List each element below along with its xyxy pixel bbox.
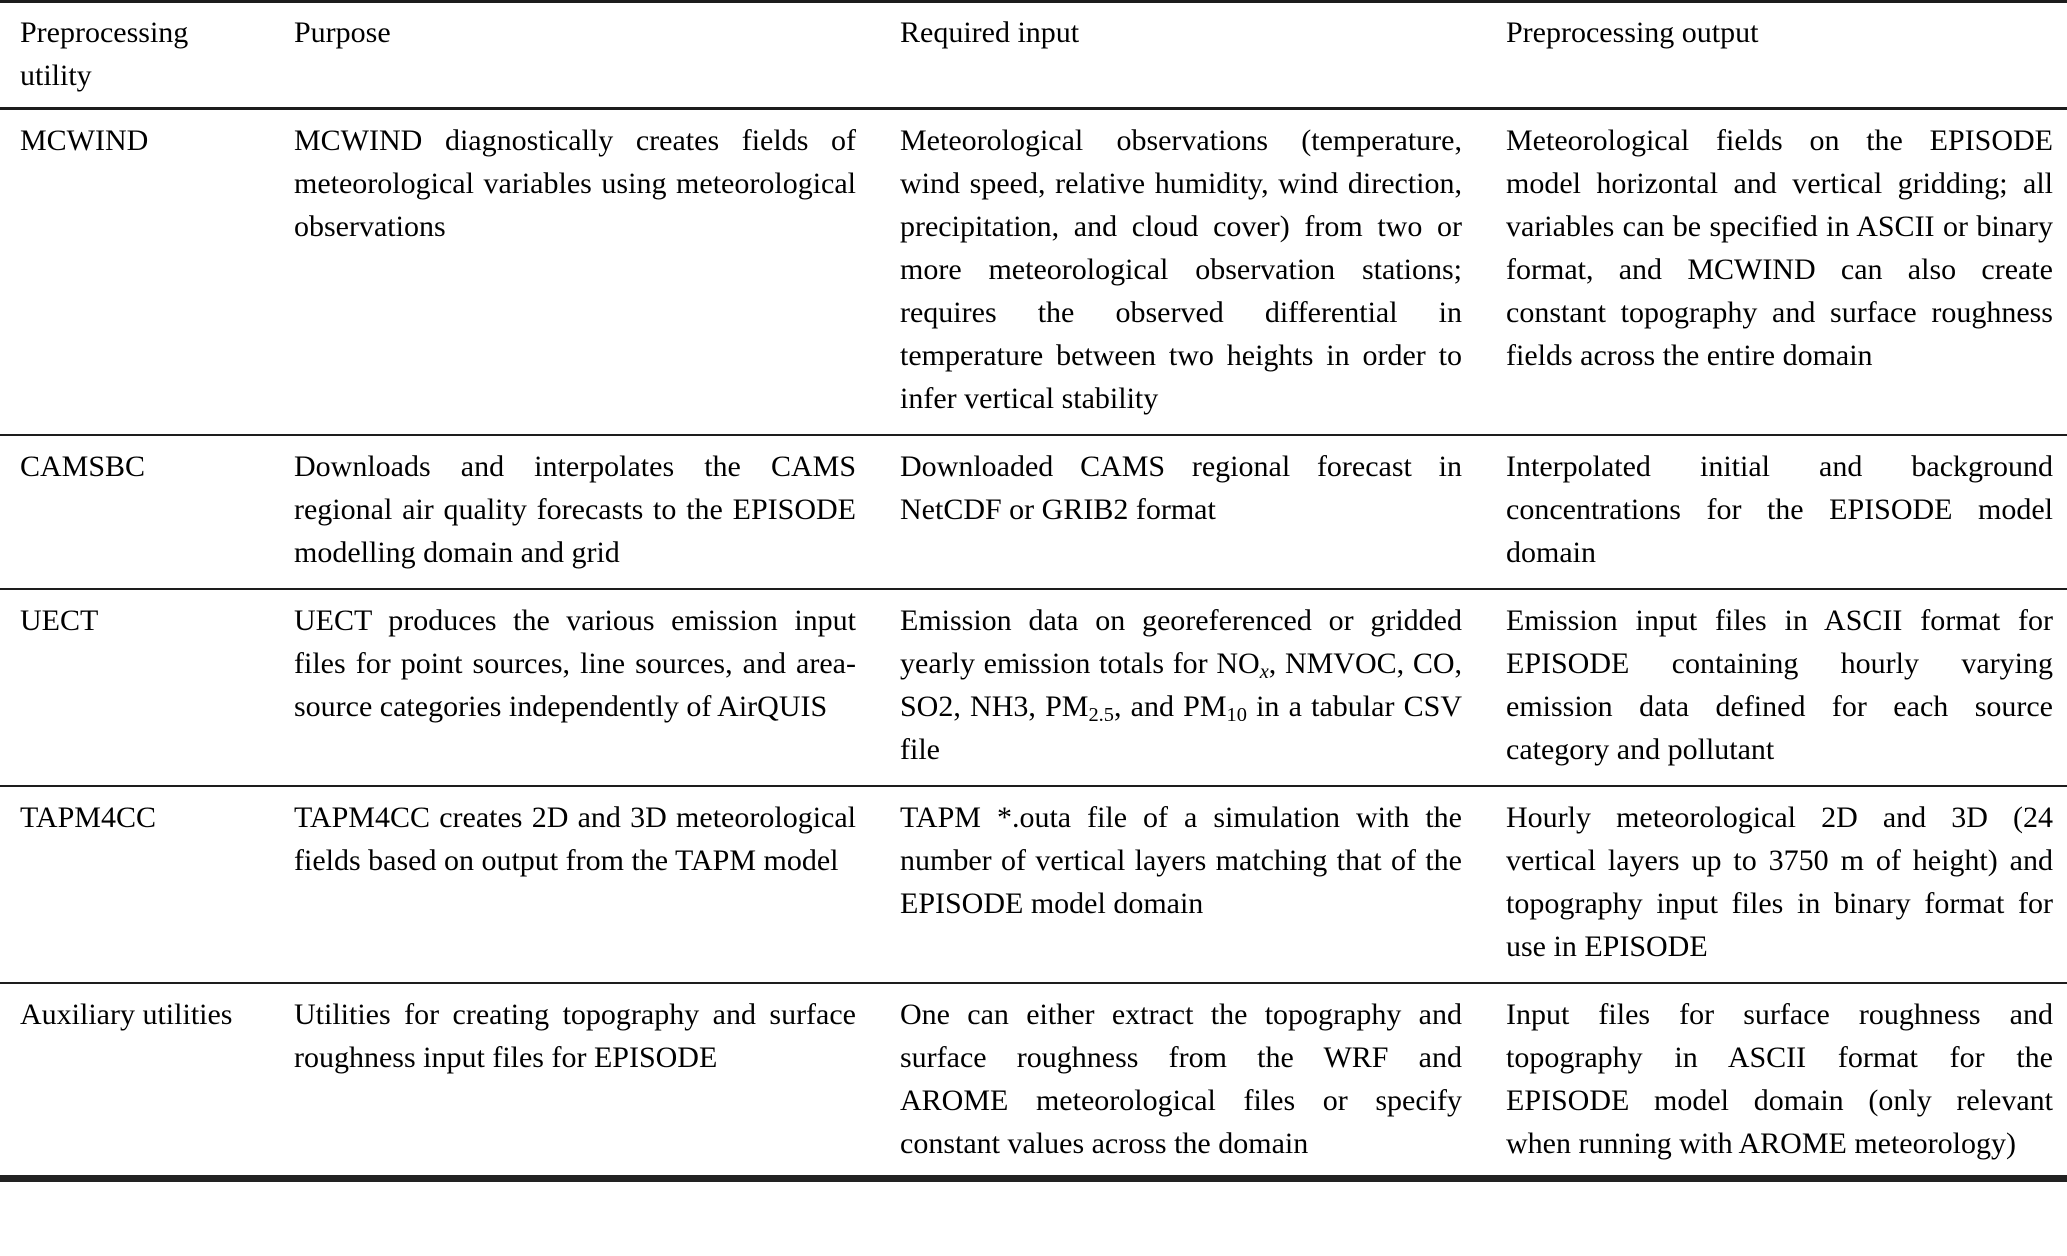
required-input-cell: Downloaded CAMS regional forecast in Net… bbox=[900, 450, 1462, 526]
preprocessing-utilities-table: Preprocessing utility Purpose Required i… bbox=[0, 0, 2067, 1179]
required-input-cell: One can either extract the topography an… bbox=[900, 998, 1462, 1160]
table-body: MCWIND MCWIND diagnostically creates fie… bbox=[0, 109, 2067, 1179]
column-header-required-input: Required input bbox=[900, 16, 1080, 49]
table-row-auxiliary-utilities: Auxiliary utilities Utilities for creati… bbox=[0, 983, 2067, 1179]
required-input-cell: TAPM *.outa file of a simulation with th… bbox=[900, 801, 1462, 920]
table-row-mcwind: MCWIND MCWIND diagnostically creates fie… bbox=[0, 109, 2067, 435]
purpose-cell: Utilities for creating topography and su… bbox=[294, 998, 856, 1074]
header-row: Preprocessing utility Purpose Required i… bbox=[0, 2, 2067, 109]
preprocessing-output-cell: Meteorological fields on the EPISODE mod… bbox=[1506, 124, 2053, 372]
preprocessing-output-cell: Hourly meteorological 2D and 3D (24 vert… bbox=[1506, 801, 2053, 963]
column-header-purpose: Purpose bbox=[294, 16, 391, 49]
table-row-camsbc: CAMSBC Downloads and interpolates the CA… bbox=[0, 435, 2067, 589]
purpose-cell: MCWIND diagnostically creates fields of … bbox=[294, 124, 856, 243]
purpose-cell: Downloads and interpolates the CAMS regi… bbox=[294, 450, 856, 569]
utility-name: UECT bbox=[20, 604, 99, 637]
required-input-cell: Meteorological observations (temperature… bbox=[900, 124, 1462, 415]
table-header: Preprocessing utility Purpose Required i… bbox=[0, 2, 2067, 109]
required-input-cell: Emission data on georeferenced or gridde… bbox=[900, 604, 1463, 766]
utility-name: TAPM4CC bbox=[20, 801, 156, 834]
preprocessing-output-cell: Emission input files in ASCII format for… bbox=[1506, 604, 2053, 766]
table-row-uect: UECT UECT produces the various emission … bbox=[0, 589, 2067, 786]
column-header-preprocessing-utility: Preprocessing utility bbox=[20, 16, 189, 92]
purpose-cell: TAPM4CC creates 2D and 3D meteorological… bbox=[294, 801, 856, 877]
utility-name: MCWIND bbox=[20, 124, 149, 157]
preprocessing-output-cell: Interpolated initial and background conc… bbox=[1506, 450, 2053, 569]
table-row-tapm4cc: TAPM4CC TAPM4CC creates 2D and 3D meteor… bbox=[0, 786, 2067, 983]
preprocessing-output-cell: Input files for surface roughness and to… bbox=[1506, 998, 2053, 1160]
utility-name: CAMSBC bbox=[20, 450, 146, 483]
purpose-cell: UECT produces the various emission input… bbox=[294, 604, 856, 723]
utility-name: Auxiliary utilities bbox=[20, 998, 233, 1031]
column-header-preprocessing-output: Preprocessing output bbox=[1506, 16, 1759, 49]
